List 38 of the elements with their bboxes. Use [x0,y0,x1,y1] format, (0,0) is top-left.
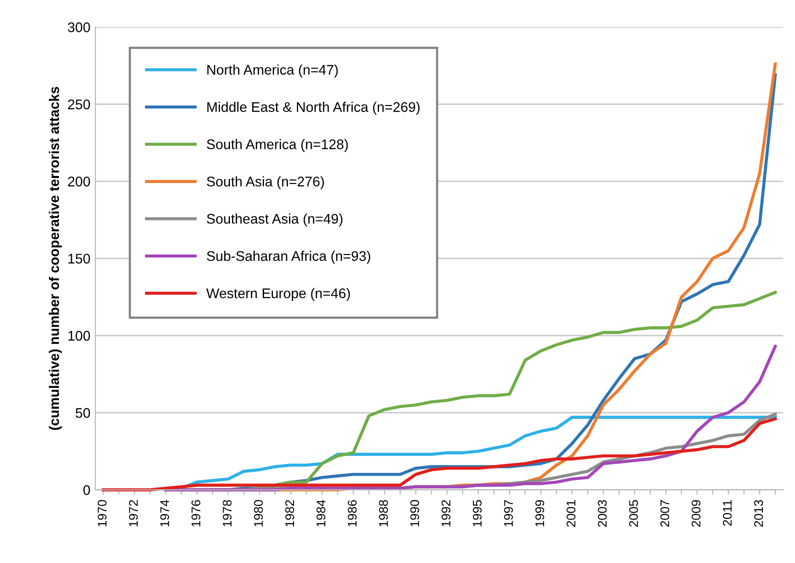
x-tick-label: 1974 [160,500,170,526]
x-tick-label: 2009 [692,500,700,527]
x-tick-label: 1984 [316,500,326,526]
y-axis-title: (cumulative) number of cooperative terrorist attacks [48,86,62,430]
x-tick-label: 1978 [222,500,232,526]
y-tick-label: 100 [68,330,90,341]
x-tick-label: 1972 [128,500,138,526]
x-tick-label: 1986 [348,500,357,526]
x-tick-label: 2003 [598,500,607,527]
y-tick-label: 150 [68,254,90,264]
legend-label: Southeast Asia (n=49) [206,214,342,226]
x-tick-label: 1982 [285,500,294,526]
x-tick-label: 1995 [472,500,482,526]
x-tick-label: 1980 [254,500,263,526]
x-tick-label: 1990 [410,500,420,526]
legend-label: South Asia (n=276) [206,176,324,190]
x-tick-label: 2005 [629,500,638,527]
x-tick-label: 1997 [504,500,513,526]
y-tick-label: 50 [76,408,90,418]
x-tick-label: 1992 [442,500,450,526]
legend-label: Western Europe (n=46) [206,288,350,301]
x-tick-label: 1999 [535,500,544,526]
x-tick-label: 1988 [379,500,388,526]
line-series [164,344,777,492]
x-tick-label: 1970 [98,500,107,526]
y-tick-label: 250 [68,99,90,110]
y-tick-label: 300 [68,22,90,32]
x-tick-label: 2013 [754,500,763,527]
legend-label: Sub-Saharan Africa (n=93) [206,250,370,264]
x-tick-label: 2007 [660,500,670,527]
x-tick-label: 1976 [191,500,200,526]
y-tick-label: 200 [68,176,90,186]
y-tick-label: 0 [83,485,90,495]
x-tick-label: 2001 [566,500,576,527]
legend-label: North America (n=47) [207,64,338,78]
legend-label: South America (n=128) [206,139,348,152]
legend-label: Middle East & North Africa (n=269) [207,102,420,115]
x-tick-label: 2011 [722,500,732,526]
